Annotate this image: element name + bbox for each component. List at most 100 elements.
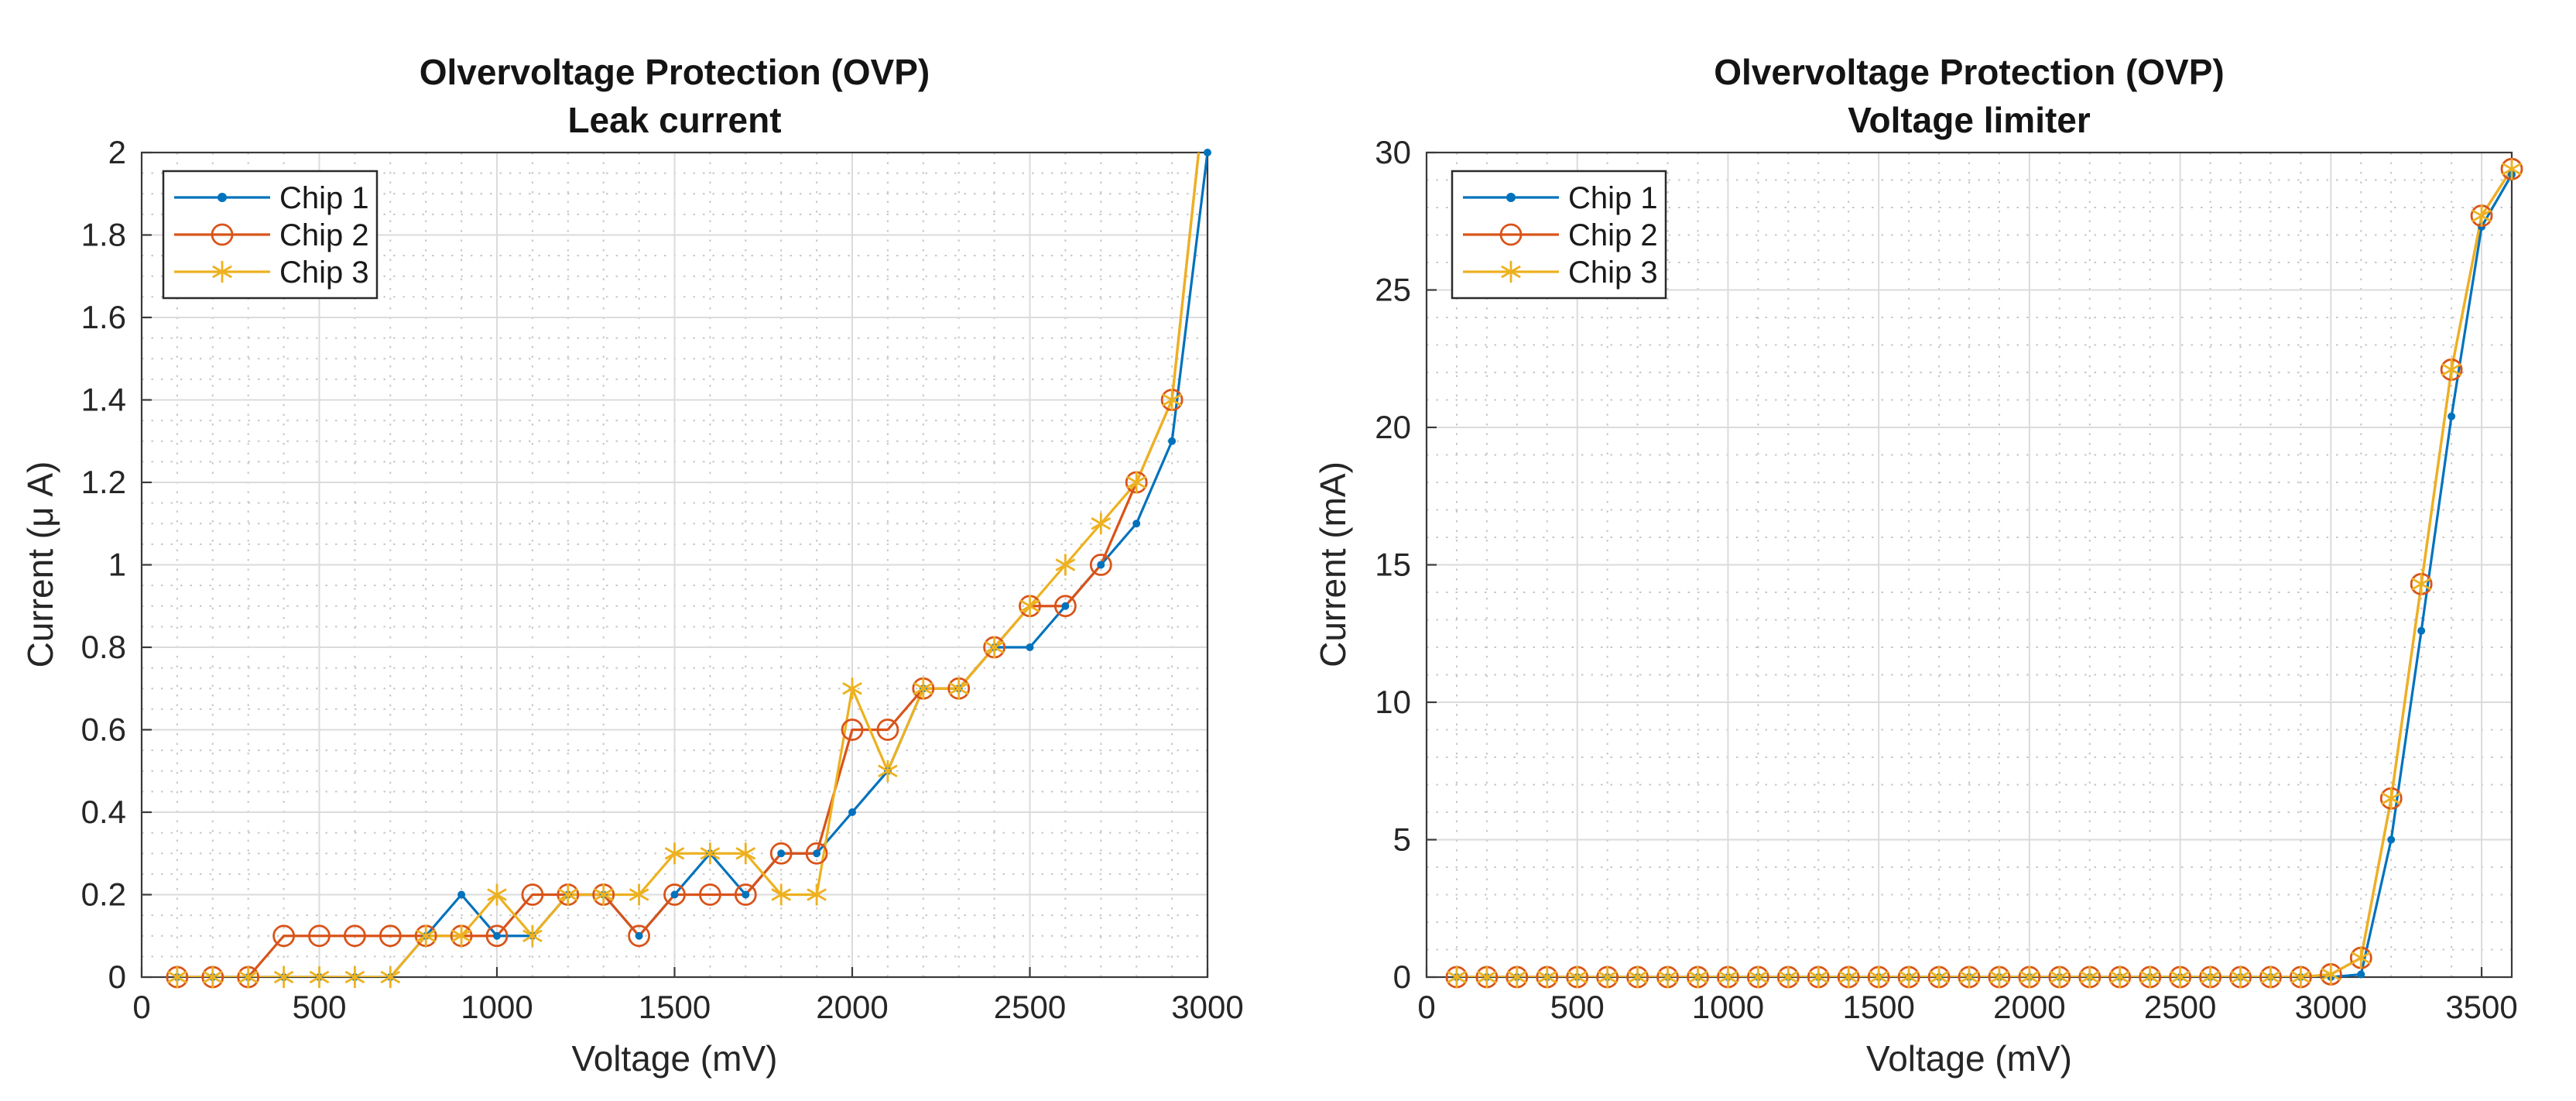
asterisk-marker-icon bbox=[1748, 966, 1769, 988]
y-tick-label: 0.6 bbox=[81, 712, 126, 748]
legend-label: Chip 3 bbox=[1568, 256, 1658, 290]
dot-marker-icon bbox=[2357, 970, 2365, 979]
asterisk-marker-icon bbox=[309, 966, 330, 988]
legend-label: Chip 1 bbox=[279, 181, 369, 215]
asterisk-marker-icon bbox=[1501, 261, 1521, 283]
dot-marker-icon bbox=[1506, 193, 1516, 202]
dot-marker-icon bbox=[457, 890, 466, 899]
asterisk-marker-icon bbox=[1899, 966, 1919, 988]
x-tick-label: 3000 bbox=[2295, 989, 2367, 1025]
y-tick-label: 5 bbox=[1393, 821, 1411, 858]
asterisk-marker-icon bbox=[771, 883, 792, 906]
chart-title-line2: Voltage limiter bbox=[1848, 100, 2091, 140]
x-tick-label: 3500 bbox=[2445, 989, 2517, 1025]
y-tick-label: 30 bbox=[1375, 134, 1411, 170]
dot-marker-icon bbox=[1204, 149, 1211, 156]
asterisk-marker-icon bbox=[1019, 595, 1040, 617]
y-tick-label: 1.6 bbox=[81, 299, 126, 335]
tick-labels: 0 500 1000 1500 2000 2500 3000 3500 0 5 10 15 20 25 30 bbox=[1375, 134, 2517, 1025]
y-axis-label: Current (mA) bbox=[1313, 461, 1353, 667]
dot-marker-icon bbox=[2387, 835, 2396, 844]
circle-marker-icon bbox=[769, 842, 793, 865]
x-tick-label: 500 bbox=[1550, 989, 1605, 1025]
asterisk-marker-icon bbox=[2260, 966, 2281, 988]
series-markers bbox=[1445, 157, 2523, 989]
x-tick-label: 1000 bbox=[1692, 989, 1764, 1025]
legend-label: Chip 2 bbox=[1568, 218, 1658, 252]
asterisk-marker-icon bbox=[1718, 966, 1738, 988]
asterisk-marker-icon bbox=[2230, 966, 2251, 988]
leak-current-plot: 0 500 1000 1500 2000 2500 3000 0 0.2 0.4 0.6 0.8 1 1.… bbox=[20, 48, 1244, 1079]
asterisk-marker-icon bbox=[2411, 573, 2431, 595]
asterisk-marker-icon bbox=[1055, 554, 1076, 576]
asterisk-marker-icon bbox=[2290, 966, 2311, 988]
dot-marker-icon bbox=[1132, 520, 1141, 528]
y-tick-label: 0.4 bbox=[81, 794, 126, 830]
asterisk-marker-icon bbox=[1507, 966, 1527, 988]
asterisk-marker-icon bbox=[1126, 472, 1147, 493]
asterisk-marker-icon bbox=[700, 842, 721, 865]
asterisk-marker-icon bbox=[2200, 966, 2221, 988]
asterisk-marker-icon bbox=[2502, 158, 2522, 180]
asterisk-marker-icon bbox=[416, 924, 437, 947]
x-tick-label: 2000 bbox=[816, 989, 888, 1025]
x-tick-label: 3000 bbox=[1171, 989, 1243, 1025]
tick-labels: 0 500 1000 1500 2000 2500 3000 0 0.2 0.4 0.6 0.8 1 1.… bbox=[81, 134, 1244, 1025]
asterisk-marker-icon bbox=[629, 883, 649, 906]
asterisk-marker-icon bbox=[1091, 513, 1112, 535]
x-tick-label: 500 bbox=[292, 989, 346, 1025]
x-tick-label: 2500 bbox=[994, 989, 1066, 1025]
circle-marker-icon bbox=[699, 883, 721, 906]
x-tick-label: 2500 bbox=[2144, 989, 2216, 1025]
x-tick-label: 0 bbox=[132, 989, 150, 1025]
circle-marker-icon bbox=[734, 883, 757, 906]
chart-title-line2: Leak current bbox=[567, 100, 782, 140]
dot-marker-icon bbox=[1168, 437, 1177, 445]
asterisk-marker-icon bbox=[1838, 966, 1859, 988]
asterisk-marker-icon bbox=[2170, 966, 2191, 988]
chart-title-line1: Olvervoltage Protection (OVP) bbox=[419, 52, 930, 92]
asterisk-marker-icon bbox=[557, 883, 578, 906]
asterisk-marker-icon bbox=[1929, 966, 1949, 988]
x-tick-label: 1000 bbox=[461, 989, 533, 1025]
dot-marker-icon bbox=[2448, 412, 2456, 420]
asterisk-marker-icon bbox=[1536, 966, 1557, 988]
y-tick-label: 1.2 bbox=[81, 464, 126, 500]
asterisk-marker-icon bbox=[878, 760, 898, 782]
voltage-limiter-plot: 0 500 1000 1500 2000 2500 3000 3500 0 5 10 15 20 25 30… bbox=[1288, 0, 2576, 1101]
circle-marker-icon bbox=[841, 719, 864, 741]
asterisk-marker-icon bbox=[2441, 358, 2461, 381]
asterisk-marker-icon bbox=[2139, 966, 2160, 988]
series-markers bbox=[166, 149, 1211, 989]
series-line-chip-1 bbox=[176, 153, 1208, 977]
asterisk-marker-icon bbox=[1162, 389, 1182, 411]
asterisk-marker-icon bbox=[2079, 966, 2100, 988]
y-tick-label: 0.2 bbox=[81, 876, 126, 913]
asterisk-marker-icon bbox=[593, 883, 614, 906]
asterisk-marker-icon bbox=[167, 966, 187, 988]
circle-marker-icon bbox=[308, 924, 331, 948]
asterisk-marker-icon bbox=[2109, 966, 2130, 988]
dot-marker-icon bbox=[848, 808, 856, 816]
asterisk-marker-icon bbox=[984, 636, 1005, 658]
chart-title: Olvervoltage Protection (OVP) Leak curre… bbox=[142, 48, 1208, 144]
circle-marker-icon bbox=[876, 719, 899, 741]
asterisk-marker-icon bbox=[913, 677, 933, 700]
legend-label: Chip 1 bbox=[1568, 181, 1658, 215]
asterisk-marker-icon bbox=[1687, 966, 1708, 988]
x-axis-label: Voltage (mV) bbox=[1866, 1038, 2072, 1079]
asterisk-marker-icon bbox=[380, 966, 401, 988]
legend-label: Chip 2 bbox=[279, 218, 369, 252]
y-tick-label: 15 bbox=[1375, 547, 1411, 583]
dot-marker-icon bbox=[1061, 602, 1070, 610]
asterisk-marker-icon bbox=[664, 842, 685, 865]
asterisk-marker-icon bbox=[1808, 966, 1829, 988]
circle-marker-icon bbox=[211, 223, 234, 246]
y-tick-label: 20 bbox=[1375, 409, 1411, 445]
asterisk-marker-icon bbox=[1778, 966, 1799, 988]
dot-marker-icon bbox=[218, 193, 227, 202]
leak-current-chart-svg: 0 500 1000 1500 2000 2500 3000 0 0.2 0.4 0.6 0.8 1 1.… bbox=[81, 134, 1244, 1025]
circle-marker-icon bbox=[1499, 223, 1523, 246]
